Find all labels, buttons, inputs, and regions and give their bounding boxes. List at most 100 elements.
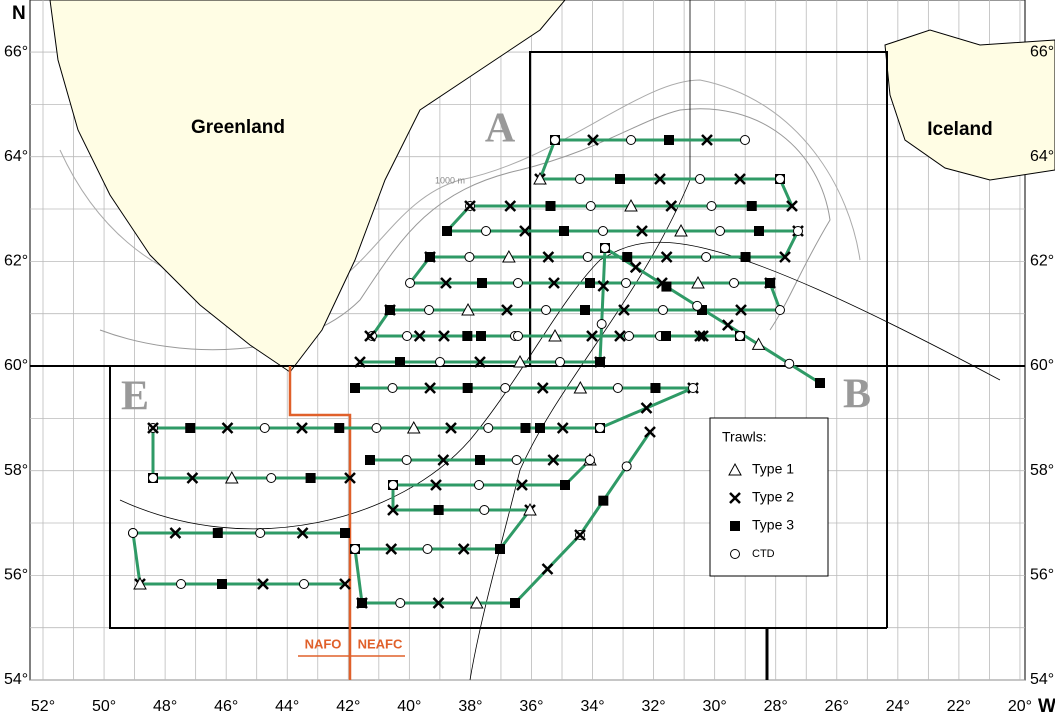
ctd-station: [395, 598, 406, 608]
type3-trawl: [357, 598, 367, 608]
ctd-station: [621, 461, 632, 472]
ctd-station: [255, 528, 266, 538]
ctd-station: [474, 480, 484, 490]
type2-trawl: [424, 251, 436, 263]
lat-label: 54°: [4, 671, 28, 688]
place-label: Iceland: [927, 119, 992, 140]
ctd-station: [715, 226, 725, 236]
type3-trawl: [212, 528, 223, 538]
type1-trawl: [751, 337, 766, 350]
ctd-station: [128, 528, 138, 538]
type1-trawl: [548, 328, 562, 342]
ctd-station: [511, 455, 522, 465]
type1-trawl: [406, 420, 421, 434]
type2-trawl: [432, 597, 445, 609]
ctd-station: [740, 135, 750, 145]
ctd-station: [513, 331, 523, 341]
type3-trawl: [730, 521, 740, 531]
boundary-label: NEAFC: [358, 636, 403, 651]
type2-trawl: [474, 356, 486, 368]
type3-trawl: [365, 455, 375, 465]
type2-trawl: [665, 200, 678, 212]
lon-label: 38°: [458, 698, 482, 715]
type3-trawl: [585, 278, 595, 288]
lon-label: 26°: [825, 698, 849, 715]
ctd-station: [598, 226, 608, 236]
ctd-station: [595, 423, 605, 433]
type2-trawl: [344, 472, 356, 484]
ctd-station: [775, 305, 785, 315]
type2-trawl: [729, 492, 741, 504]
ctd-station: [464, 252, 475, 262]
ctd-station: [658, 305, 668, 315]
lon-label: 22°: [947, 698, 971, 715]
lon-label: 44°: [275, 698, 299, 715]
boundary-label: NAFO: [305, 636, 342, 651]
lon-label: 52°: [31, 698, 55, 715]
type3-trawl: [615, 174, 625, 184]
type2-trawl: [413, 330, 426, 342]
area-a-box: [529, 51, 888, 628]
ctd-station: [424, 305, 434, 315]
legend-label: CTD: [752, 548, 775, 560]
type2-trawl: [694, 330, 706, 342]
type3-trawl: [580, 305, 590, 315]
type2-trawl: [574, 529, 586, 541]
ctd-station: [367, 331, 377, 341]
type1-trawl: [469, 595, 484, 609]
type3-trawl: [340, 528, 350, 538]
type2-trawl: [384, 304, 396, 316]
type3-trawl: [495, 544, 505, 554]
type2-trawl: [339, 578, 351, 590]
ctd-station: [692, 300, 703, 311]
type1-trawl: [224, 470, 239, 484]
ctd-station: [350, 544, 360, 554]
type2-trawl: [629, 261, 642, 274]
ctd-station: [401, 455, 412, 465]
lon-label: 20°: [1008, 698, 1032, 715]
type3-trawl: [622, 252, 633, 262]
area-label: B: [843, 372, 871, 418]
type2-trawl: [464, 200, 476, 212]
type1-trawl: [624, 198, 638, 212]
type3-trawl: [545, 201, 556, 211]
type3-trawl: [433, 505, 444, 515]
type2-trawl: [364, 330, 376, 342]
type2-trawl: [597, 280, 610, 292]
lat-label: 62°: [1030, 253, 1054, 270]
type3-trawl: [476, 331, 486, 341]
type3-trawl: [305, 473, 316, 483]
ctd-station: [387, 383, 398, 393]
type3-trawl: [664, 135, 674, 145]
type3-trawl: [217, 579, 227, 589]
type2-trawl: [644, 426, 656, 438]
ctd-station: [479, 505, 490, 515]
type2-trawl: [614, 330, 626, 342]
type3-trawl: [661, 331, 671, 341]
type2-trawl: [654, 173, 666, 185]
type2-trawl: [424, 382, 436, 394]
type2-trawl: [147, 422, 159, 434]
lon-label: 32°: [641, 698, 665, 715]
type2-trawl: [779, 251, 791, 263]
ctd-station: [600, 243, 610, 253]
eez-line: [469, 0, 691, 681]
type2-trawl: [385, 543, 398, 555]
ctd-station: [582, 252, 593, 262]
type2-trawl: [764, 277, 776, 289]
type2-trawl: [587, 134, 599, 146]
type3-trawl: [442, 226, 452, 236]
type1-trawl: [691, 275, 705, 289]
ctd-station: [550, 135, 560, 145]
type2-trawl: [586, 330, 598, 342]
ctd-station: [730, 549, 740, 559]
type3-trawl: [462, 331, 473, 341]
lat-label: 60°: [4, 357, 28, 374]
legend-label: Type 1: [752, 461, 794, 477]
type2-trawl: [504, 200, 517, 212]
type2-trawl: [636, 225, 648, 237]
type2-trawl: [501, 304, 513, 316]
type3-trawl: [746, 201, 757, 211]
type2-trawl: [457, 543, 470, 555]
